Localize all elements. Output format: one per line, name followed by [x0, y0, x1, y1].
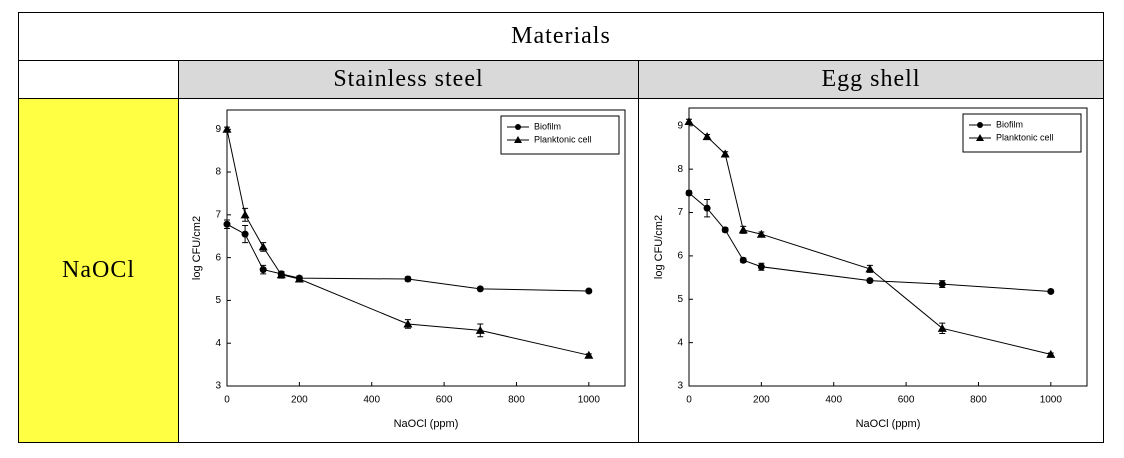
marker — [866, 277, 874, 285]
x-tick-label: 1000 — [578, 395, 601, 406]
marker — [739, 256, 747, 264]
marker — [258, 242, 268, 251]
series-line — [226, 129, 589, 356]
corner-cell — [18, 60, 179, 99]
legend-label: Biofilm — [996, 119, 1023, 129]
marker — [756, 229, 766, 238]
marker — [222, 124, 232, 133]
legend-label: Biofilm — [534, 121, 561, 131]
marker — [1047, 287, 1055, 295]
legend-marker — [514, 136, 522, 143]
legend-marker — [976, 134, 984, 141]
marker — [276, 270, 286, 279]
y-tick-label: 6 — [677, 251, 683, 262]
y-tick-label: 9 — [677, 120, 683, 131]
legend-label: Planktonic cell — [534, 134, 592, 144]
marker — [241, 230, 249, 238]
marker — [865, 264, 875, 273]
marker — [685, 189, 693, 197]
marker — [585, 287, 593, 295]
x-tick-label: 600 — [898, 395, 915, 406]
y-tick-label: 6 — [215, 252, 221, 263]
y-tick-label: 4 — [215, 338, 221, 349]
y-tick-label: 9 — [215, 124, 221, 135]
legend-box — [500, 115, 620, 155]
x-tick-label: 1000 — [1040, 395, 1063, 406]
column-header: Egg shell — [821, 66, 921, 92]
series-line — [226, 223, 589, 292]
marker — [703, 204, 711, 212]
x-tick-label: 0 — [224, 395, 230, 406]
row-cell: NaOCl — [18, 98, 179, 443]
x-tick-label: 400 — [825, 395, 842, 406]
column-cell: Egg shell — [638, 60, 1104, 99]
marker — [403, 319, 413, 328]
marker — [294, 274, 304, 283]
marker — [476, 285, 484, 293]
y-axis-label: log CFU/cm2 — [653, 215, 665, 279]
x-axis-label: NaOCl (ppm) — [394, 418, 459, 430]
x-tick-label: 800 — [970, 395, 987, 406]
y-tick-label: 5 — [215, 295, 221, 306]
marker — [938, 280, 946, 288]
x-tick-label: 800 — [508, 395, 525, 406]
marker — [1046, 349, 1056, 358]
y-tick-label: 4 — [677, 337, 683, 348]
marker — [757, 263, 765, 271]
y-axis-label: log CFU/cm2 — [191, 216, 203, 280]
column-header: Stainless steel — [333, 66, 484, 92]
marker — [720, 149, 730, 158]
marker — [223, 220, 231, 228]
marker — [738, 225, 748, 234]
marker — [702, 132, 712, 141]
series-line — [688, 192, 1051, 292]
x-tick-label: 200 — [753, 395, 770, 406]
series-line — [688, 121, 1051, 355]
plot-frame — [688, 107, 1088, 387]
y-tick-label: 8 — [215, 167, 221, 178]
y-tick-label: 7 — [677, 207, 683, 218]
plot-frame — [226, 109, 626, 387]
marker — [937, 323, 947, 332]
y-tick-label: 7 — [215, 209, 221, 220]
x-tick-label: 400 — [363, 395, 380, 406]
legend-marker — [977, 122, 983, 128]
x-tick-label: 600 — [436, 395, 453, 406]
x-tick-label: 200 — [291, 395, 308, 406]
y-tick-label: 3 — [215, 381, 221, 392]
y-tick-label: 8 — [677, 164, 683, 175]
marker — [404, 275, 412, 283]
x-tick-label: 0 — [686, 395, 692, 406]
marker — [475, 325, 485, 334]
marker — [584, 350, 594, 359]
chart-cell — [638, 98, 1104, 443]
x-axis-label: NaOCl (ppm) — [856, 418, 921, 430]
marker — [240, 210, 250, 219]
legend-marker — [515, 124, 521, 130]
row-label: NaOCl — [62, 257, 135, 283]
marker — [684, 116, 694, 125]
y-tick-label: 5 — [677, 294, 683, 305]
legend-label: Planktonic cell — [996, 132, 1054, 142]
y-tick-label: 3 — [677, 381, 683, 392]
legend-box — [962, 113, 1082, 153]
marker — [721, 226, 729, 234]
marker — [259, 266, 267, 274]
header: Materials — [511, 23, 611, 49]
